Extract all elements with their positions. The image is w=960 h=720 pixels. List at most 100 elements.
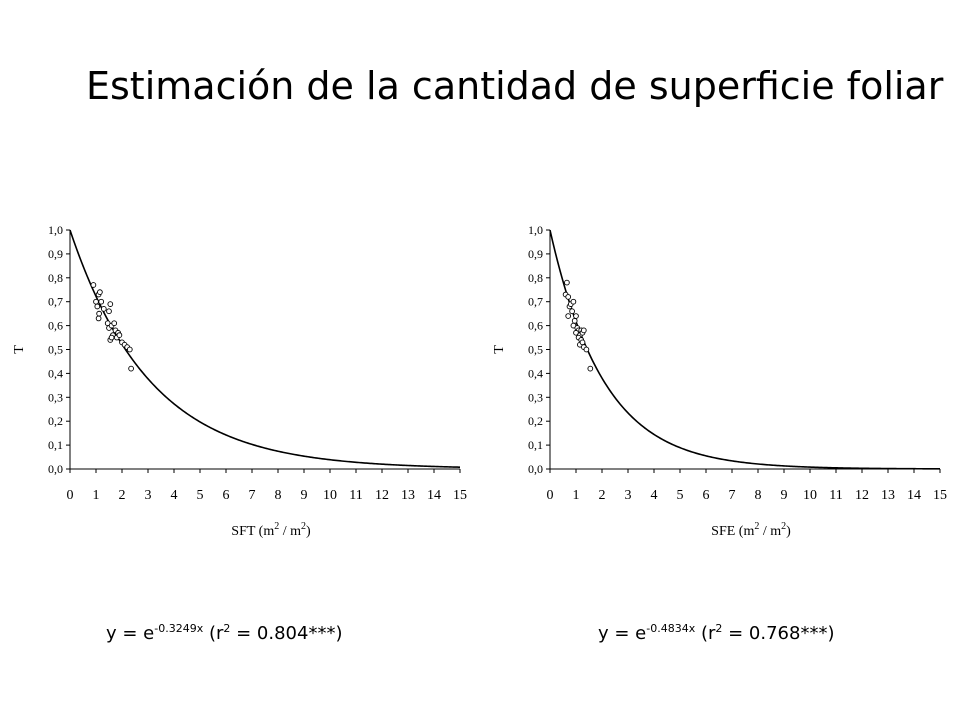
x-axis-label: SFE (m2 / m2) [711, 521, 791, 539]
x-tick-label: 1 [573, 488, 580, 503]
x-tick-label: 3 [145, 488, 152, 503]
x-tick-label: 12 [375, 488, 389, 503]
x-tick-label: 6 [703, 488, 710, 503]
y-axis-label: T [492, 345, 507, 354]
data-point [128, 365, 134, 372]
x-tick-label: 0 [547, 488, 554, 503]
y-tick-label: 0,2 [528, 414, 543, 428]
equation-base: y = e [598, 623, 647, 644]
x-tick-label: 13 [881, 488, 895, 503]
equation-left: y = e-0.3249x (r2 = 0.804***) [106, 622, 342, 644]
equation-r-open: (r [203, 623, 224, 644]
x-axis-label: SFT (m2 / m2) [231, 521, 311, 539]
x-tick-label: 5 [197, 488, 204, 503]
equation-r-sup: 2 [223, 622, 231, 635]
y-tick-label: 1,0 [48, 223, 63, 237]
equation-r-value: = 0.804***) [230, 623, 343, 644]
data-point [573, 313, 579, 319]
data-point [107, 301, 114, 307]
data-point [565, 294, 572, 300]
x-tick-label: 11 [829, 488, 842, 503]
y-axis-label: T [12, 345, 27, 354]
equation-exponent: -0.3249x [154, 622, 204, 635]
page-title: Estimación de la cantidad de superficie … [86, 64, 944, 108]
data-point [564, 279, 570, 286]
fit-curve [549, 229, 940, 470]
data-point [579, 339, 586, 346]
data-point [100, 306, 107, 312]
equation-right: y = e-0.4834x (r2 = 0.768***) [598, 622, 834, 644]
data-point [587, 365, 594, 372]
x-tick-label: 2 [599, 488, 606, 503]
data-point [95, 315, 102, 322]
x-tick-label: 9 [781, 488, 788, 503]
x-tick-label: 2 [119, 488, 126, 503]
x-tick-label: 15 [933, 488, 947, 503]
data-point [570, 298, 577, 305]
x-tick-label: 15 [453, 488, 467, 503]
y-tick-label: 0,2 [48, 414, 63, 428]
data-point [571, 317, 578, 324]
equation-r-open: (r [695, 623, 716, 644]
data-point [565, 313, 572, 319]
y-tick-label: 0,0 [48, 462, 63, 476]
data-point [580, 327, 587, 334]
data-point [90, 282, 97, 288]
y-tick-label: 0,3 [528, 390, 543, 404]
data-point [569, 308, 575, 315]
x-tick-label: 14 [907, 488, 921, 503]
equation-r-sup: 2 [715, 622, 723, 635]
equation-base: y = e [106, 623, 155, 644]
data-point [111, 320, 118, 327]
x-tick-label: 10 [323, 488, 337, 503]
data-point [98, 298, 105, 305]
x-tick-label: 4 [171, 488, 178, 503]
x-tick-label: 1 [93, 488, 100, 503]
y-tick-label: 0,4 [48, 366, 63, 380]
x-tick-label: 10 [803, 488, 817, 503]
data-point [94, 303, 101, 310]
data-point [116, 332, 123, 339]
x-tick-label: 0 [67, 488, 74, 503]
y-tick-label: 1,0 [528, 223, 543, 237]
y-tick-label: 0,6 [48, 319, 63, 333]
equation-r-value: = 0.768***) [722, 623, 835, 644]
data-point [583, 346, 590, 353]
chart-left: 0,00,10,20,30,40,50,60,70,80,91,00 1 2 3 4 5 6… [12, 223, 467, 539]
y-tick-label: 0,1 [48, 438, 63, 452]
fit-curve [69, 229, 461, 468]
x-tick-label: 4 [651, 488, 658, 503]
chart-right: 0,00,10,20,30,40,50,60,70,80,91,00 1 2 3 4 5 6… [492, 223, 947, 539]
y-tick-label: 0,9 [528, 247, 543, 261]
y-tick-label: 0,7 [528, 295, 543, 309]
x-tick-label: 8 [275, 488, 282, 503]
y-tick-label: 0,5 [48, 343, 63, 357]
data-point [108, 334, 115, 341]
data-point [97, 289, 103, 295]
y-tick-label: 0,1 [528, 438, 543, 452]
x-tick-label: 7 [249, 488, 256, 503]
data-point [96, 310, 102, 317]
y-tick-label: 0,8 [528, 271, 543, 285]
x-tick-label: 13 [401, 488, 415, 503]
equation-exponent: -0.4834x [646, 622, 696, 635]
y-tick-label: 0,4 [528, 366, 543, 380]
x-tick-label: 8 [755, 488, 762, 503]
x-tick-label: 11 [349, 488, 362, 503]
y-tick-label: 0,8 [48, 271, 63, 285]
x-tick-label: 14 [427, 488, 441, 503]
y-tick-label: 0,5 [528, 343, 543, 357]
data-point [126, 346, 133, 353]
data-point [106, 308, 112, 315]
y-tick-label: 0,6 [528, 319, 543, 333]
y-tick-label: 0,9 [48, 247, 63, 261]
y-tick-label: 0,3 [48, 390, 63, 404]
x-tick-label: 5 [677, 488, 684, 503]
y-tick-label: 0,7 [48, 295, 63, 309]
x-tick-label: 12 [855, 488, 869, 503]
x-tick-label: 7 [729, 488, 736, 503]
x-tick-label: 6 [223, 488, 230, 503]
y-tick-label: 0,0 [528, 462, 543, 476]
x-tick-label: 9 [301, 488, 308, 503]
x-tick-label: 3 [625, 488, 632, 503]
